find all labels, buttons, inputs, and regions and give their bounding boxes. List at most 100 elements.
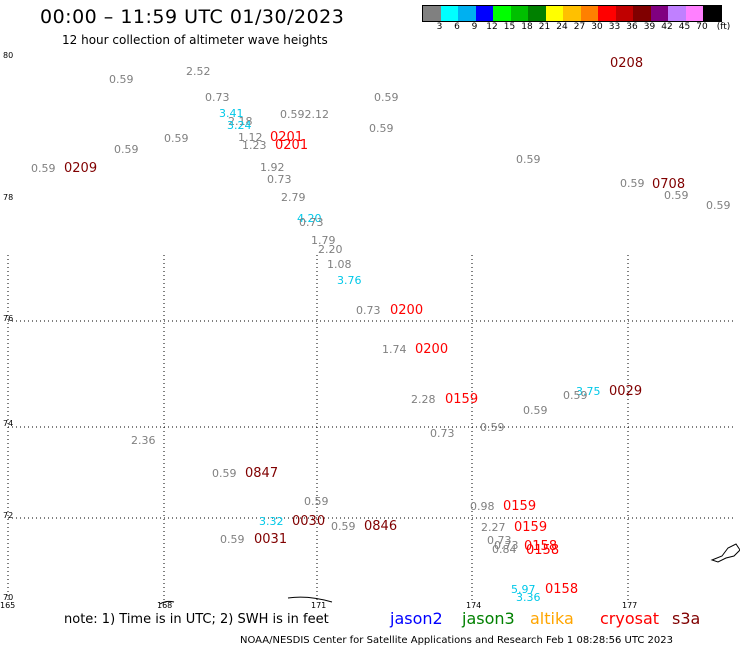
wave-height-value: 0.73 — [430, 427, 455, 440]
legend-label: 21 — [538, 22, 551, 32]
legend-label: 24 — [556, 22, 568, 32]
wave-height-value: 0.84 — [492, 543, 517, 556]
footer-credit: NOAA/NESDIS Center for Satellite Applica… — [240, 635, 673, 646]
latitude-label: 78 — [3, 193, 13, 202]
wave-height-value: 0.73 — [205, 91, 230, 104]
satellite-label-cryosat: cryosat — [600, 609, 660, 628]
legend-swatch — [633, 6, 651, 21]
wave-height-value: 2.27 — [481, 521, 506, 534]
wave-height-value: 0.59 — [164, 132, 189, 145]
map-subtitle: 12 hour collection of altimeter wave hei… — [62, 33, 328, 47]
coastline-segment — [159, 600, 175, 605]
legend-swatch — [423, 6, 441, 21]
legend-swatch — [563, 6, 581, 21]
observation-time: 0158 — [545, 582, 578, 597]
graticule — [7, 255, 735, 600]
wave-height-labels: 2.52 0.59 0.73 0.59 3.41 0.592.12 2.183.24 0.59… — [31, 65, 731, 604]
satellite-label-jason3: jason3 — [462, 609, 515, 628]
observation-time: 0158 — [526, 543, 559, 558]
wave-height-value: 4.20 — [297, 212, 322, 225]
wave-height-value: 0.73 — [299, 216, 324, 229]
observation-time: 0708 — [652, 177, 685, 192]
wave-height-value: 3.24 — [227, 119, 252, 132]
wave-height-value: 1.74 — [382, 343, 407, 356]
wave-height-value: 2.28 — [411, 393, 436, 406]
wave-height-value: 0.59 — [620, 177, 645, 190]
map-title: 00:00 – 11:59 UTC 01/30/2023 — [40, 6, 345, 28]
observation-time: 0847 — [245, 466, 278, 481]
coastline-segment — [710, 543, 740, 563]
latitude-label: 80 — [3, 51, 13, 60]
observation-time: 0201 — [270, 130, 303, 145]
legend-label: (ft) — [716, 22, 731, 32]
legend-swatch — [703, 6, 721, 21]
observation-time: 0200 — [415, 342, 448, 357]
legend-swatch — [580, 6, 598, 21]
longitude-label: 174 — [466, 601, 481, 610]
wave-height-value: 0.59 — [331, 520, 356, 533]
longitude-label: 165 — [0, 601, 15, 610]
wave-height-value: 0.59 — [212, 467, 237, 480]
observation-time: 0159 — [503, 499, 536, 514]
color-legend-labels: 3 6 9 12 15 18 21 24 27 30 33 36 39 42 45 70 (ft) — [422, 22, 740, 34]
observation-time: 0208 — [610, 56, 643, 71]
wave-height-value: 0.59 — [31, 162, 56, 175]
wave-height-value: 3.32 — [259, 515, 284, 528]
wave-height-value: 0.59 — [706, 199, 731, 212]
wave-height-value: 0.59 — [109, 73, 134, 86]
wave-height-value: 5.97 — [511, 583, 536, 596]
color-legend — [422, 5, 722, 22]
legend-label: 36 — [626, 22, 638, 32]
legend-swatch — [440, 6, 458, 21]
legend-swatch — [545, 6, 563, 21]
wave-height-value: 0.59 — [220, 533, 245, 546]
legend-label: 39 — [643, 22, 656, 32]
observation-time: 0159 — [514, 520, 547, 535]
wave-height-value: 0.73 — [267, 173, 292, 186]
legend-swatch — [615, 6, 633, 21]
legend-label: 18 — [521, 22, 533, 32]
observation-time: 0031 — [254, 532, 287, 547]
observation-time: 0158 — [524, 539, 557, 554]
wave-height-value: 0.59 — [374, 91, 399, 104]
wave-height-value: 2.20 — [318, 243, 343, 256]
longitude-label: 171 — [311, 601, 326, 610]
wave-height-value: 0.59 — [480, 421, 505, 434]
wave-height-value: 3.76 — [337, 274, 362, 287]
observation-time: 0209 — [64, 161, 97, 176]
wave-height-value: 0.59 — [369, 122, 394, 135]
wave-height-value: 2.79 — [281, 191, 306, 204]
note-text: note: 1) Time is in UTC; 2) SWH is in fe… — [64, 612, 329, 627]
wave-height-value: 0.59 — [523, 404, 548, 417]
observation-time: 0846 — [364, 519, 397, 534]
legend-swatch — [528, 6, 546, 21]
wave-height-value: 0.59 — [114, 143, 139, 156]
wave-height-value: 0.73 — [487, 534, 512, 547]
coastline-segment — [287, 596, 333, 603]
latitude-label: 74 — [3, 419, 13, 428]
observation-time: 0030 — [292, 514, 325, 529]
legend-swatch — [458, 6, 476, 21]
legend-label: 30 — [591, 22, 603, 32]
legend-label: 45 — [678, 22, 691, 32]
legend-label: 42 — [661, 22, 673, 32]
observation-time: 0201 — [275, 138, 308, 153]
satellite-label-altika: altika — [530, 609, 574, 628]
wave-height-value: 0.59 — [304, 495, 329, 508]
wave-height-value: 1.79 — [311, 234, 336, 247]
observation-time: 0200 — [390, 303, 423, 318]
legend-label: 27 — [573, 22, 586, 32]
legend-swatch — [475, 6, 493, 21]
wave-height-value: 0.592.12 — [280, 108, 329, 121]
legend-label: 33 — [608, 22, 621, 32]
observation-time: 0159 — [445, 392, 478, 407]
legend-swatch — [510, 6, 528, 21]
wave-height-value: 0.73 — [356, 304, 381, 317]
legend-swatch — [598, 6, 616, 21]
satellite-label-jason2: jason2 — [390, 609, 443, 628]
wave-height-value: 2.36 — [131, 434, 156, 447]
legend-label: 12 — [486, 22, 498, 32]
legend-swatch — [493, 6, 511, 21]
latitude-label: 72 — [3, 511, 13, 520]
